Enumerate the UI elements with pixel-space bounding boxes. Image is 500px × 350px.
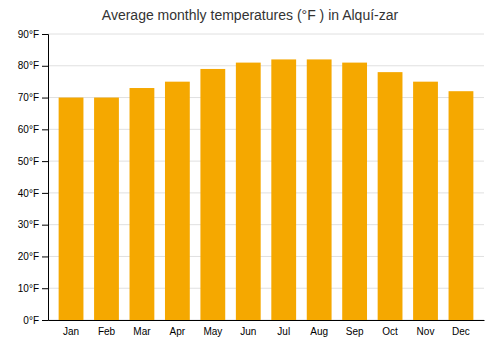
y-tick-mark	[42, 66, 48, 67]
bar	[342, 63, 367, 320]
y-tick-mark	[42, 129, 48, 130]
y-tick: 20°F	[18, 251, 48, 262]
y-tick-mark	[42, 256, 48, 257]
bar	[236, 63, 261, 320]
x-axis-line	[49, 320, 485, 321]
y-tick-label: 90°F	[18, 29, 39, 40]
y-tick-mark	[42, 320, 48, 321]
x-tick-label: Aug	[310, 326, 328, 337]
x-tick: May	[203, 326, 222, 337]
x-tick-label: Jun	[240, 326, 256, 337]
y-tick: 0°F	[23, 315, 48, 326]
bar	[378, 72, 403, 320]
y-tick: 80°F	[18, 60, 48, 71]
x-tick: Mar	[133, 326, 151, 337]
bars	[59, 59, 474, 320]
x-tick: Aug	[310, 326, 328, 337]
y-tick: 30°F	[18, 219, 48, 230]
y-axis: 0°F 10°F 20°F 30°F 40°F 50°F 60°F 70°F 80°F 90°F	[18, 29, 49, 326]
bar	[200, 69, 225, 320]
y-tick-mark	[42, 225, 48, 226]
y-tick-mark	[42, 288, 48, 289]
y-tick-label: 0°F	[23, 315, 39, 326]
x-tick-label: Jul	[277, 326, 290, 337]
bar	[59, 98, 84, 320]
bar	[413, 82, 438, 320]
y-tick-label: 30°F	[18, 219, 39, 230]
y-tick: 10°F	[18, 283, 48, 294]
x-tick: Oct	[382, 326, 398, 337]
x-tick-label: May	[203, 326, 222, 337]
x-axis: Jan Feb Mar Apr May Jun Jul Aug Sep Oct Nov Dec	[49, 321, 485, 338]
y-tick: 50°F	[18, 156, 48, 167]
y-tick: 90°F	[18, 29, 48, 40]
y-tick-label: 60°F	[18, 124, 39, 135]
x-tick-label: Dec	[452, 326, 470, 337]
x-tick: Feb	[98, 326, 116, 337]
x-tick: Nov	[417, 326, 435, 337]
x-tick-label: Jan	[63, 326, 79, 337]
x-tick: Jan	[63, 326, 79, 337]
y-axis-line	[42, 35, 49, 321]
y-tick-label: 70°F	[18, 92, 39, 103]
x-tick: Sep	[346, 326, 364, 337]
bar	[165, 82, 190, 320]
grid-line	[48, 34, 484, 35]
y-tick-mark	[42, 98, 48, 99]
grid	[48, 34, 484, 320]
y-tick-label: 20°F	[18, 251, 39, 262]
x-tick-label: Oct	[382, 326, 398, 337]
x-tick: Jun	[240, 326, 256, 337]
x-tick: Dec	[452, 326, 470, 337]
y-tick-mark	[42, 193, 48, 194]
y-tick-mark	[42, 161, 48, 162]
x-tick-label: Feb	[98, 326, 116, 337]
plot: 0°F 10°F 20°F 30°F 40°F 50°F 60°F 70°F 80°F 90°F J…	[18, 29, 485, 337]
y-tick-label: 80°F	[18, 60, 39, 71]
y-tick-label: 50°F	[18, 156, 39, 167]
y-tick: 40°F	[18, 188, 48, 199]
x-tick-label: Mar	[133, 326, 151, 337]
x-tick-label: Sep	[346, 326, 364, 337]
x-tick: Apr	[170, 326, 186, 337]
y-tick-label: 10°F	[18, 283, 39, 294]
chart: Average monthly temperatures (°F ) in Al…	[0, 0, 500, 350]
x-tick: Jul	[277, 326, 290, 337]
y-tick-mark	[42, 34, 48, 35]
bar	[449, 91, 474, 320]
y-tick: 60°F	[18, 124, 48, 135]
x-tick-label: Nov	[417, 326, 435, 337]
bar	[271, 59, 296, 320]
bar	[307, 59, 332, 320]
grid-line	[48, 65, 484, 66]
y-tick: 70°F	[18, 92, 48, 103]
title: Average monthly temperatures (°F ) in Al…	[102, 7, 399, 23]
bar	[94, 98, 119, 320]
bar	[130, 88, 155, 320]
x-tick-label: Apr	[170, 326, 186, 337]
y-tick-label: 40°F	[18, 188, 39, 199]
